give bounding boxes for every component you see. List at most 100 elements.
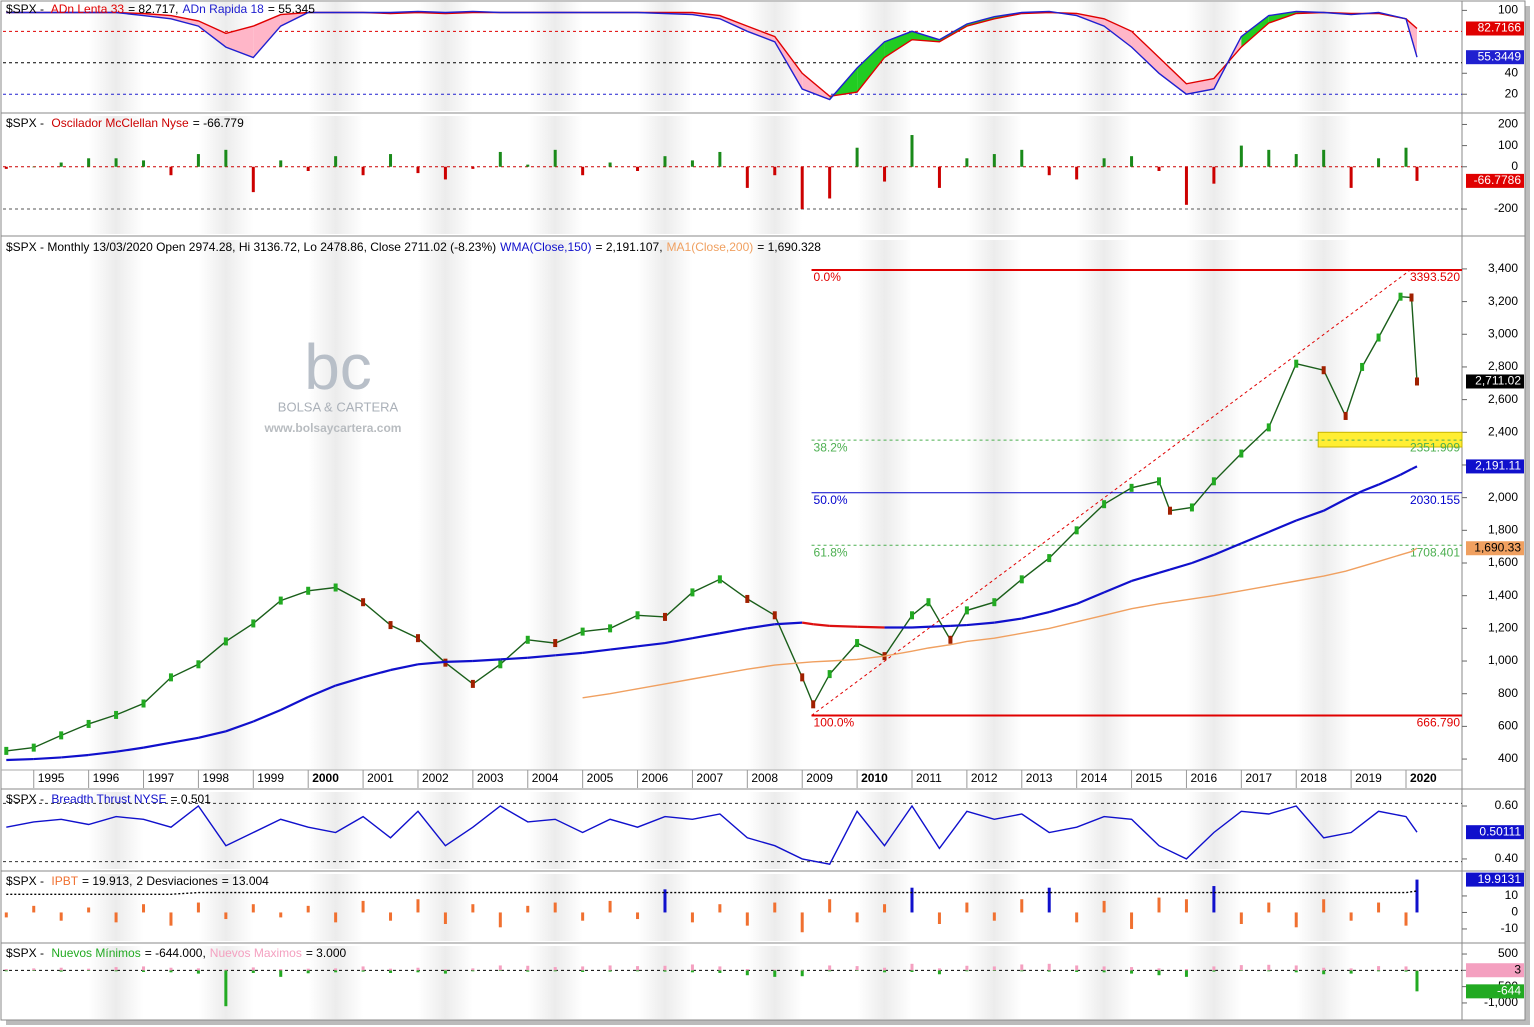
year-band <box>1296 2 1352 111</box>
close-marker <box>690 588 695 597</box>
bar <box>1102 966 1106 971</box>
watermark-name: BOLSA & CARTERA <box>278 399 399 414</box>
fib-percent: 61.8% <box>814 545 848 559</box>
legend-value: = 13.004 <box>222 874 269 888</box>
year-band <box>1186 946 1242 1019</box>
bar <box>114 912 118 923</box>
y-tick-label: 100 <box>1498 3 1518 17</box>
bar <box>224 149 228 167</box>
y-tick-label: 1,800 <box>1488 522 1518 536</box>
bar <box>855 970 859 971</box>
bar <box>1404 966 1408 971</box>
close-marker <box>415 634 420 643</box>
series-line <box>582 547 1418 699</box>
year-band <box>637 116 693 234</box>
series-segment <box>774 621 803 626</box>
bar <box>32 970 36 971</box>
bar <box>690 970 694 973</box>
year-band <box>88 116 144 234</box>
year-band <box>637 792 693 869</box>
y-tick-label: 600 <box>1498 719 1518 733</box>
bar <box>883 904 887 913</box>
bar <box>1102 970 1106 973</box>
year-band <box>308 240 364 770</box>
bar <box>306 905 310 913</box>
year-band <box>417 874 473 941</box>
series-segment <box>335 676 364 687</box>
bar <box>142 966 146 971</box>
last-value-tag <box>1466 825 1524 840</box>
bar <box>910 970 914 972</box>
bar <box>1130 156 1134 167</box>
bar <box>745 166 749 188</box>
year-band <box>308 946 364 1019</box>
year-band <box>308 116 364 234</box>
bar <box>306 970 310 974</box>
bar <box>910 887 914 913</box>
bar <box>1212 886 1216 913</box>
close-marker <box>388 621 393 630</box>
series-segment <box>802 621 814 626</box>
x-tick-label: 2009 <box>806 771 833 785</box>
series-segment <box>1268 519 1297 533</box>
series-segment <box>1076 591 1105 605</box>
bar <box>1404 912 1408 926</box>
close-marker <box>1266 423 1271 432</box>
bar <box>745 912 749 926</box>
year-band <box>1296 946 1352 1019</box>
bar <box>965 902 969 913</box>
bar <box>114 970 118 972</box>
bar <box>1075 166 1079 180</box>
x-tick-label: 2014 <box>1081 771 1108 785</box>
y-tick-label: 3,400 <box>1488 261 1518 275</box>
bar <box>800 970 804 977</box>
bar <box>4 166 8 169</box>
y-tick-label: 3,200 <box>1488 294 1518 308</box>
fib-percent: 100.0% <box>814 716 855 730</box>
bar <box>1184 969 1188 971</box>
bar <box>910 135 914 167</box>
bar <box>553 902 557 913</box>
series-segment <box>1411 465 1418 471</box>
bar <box>416 967 420 971</box>
y-tick-label: 0.60 <box>1495 798 1519 812</box>
series-segment <box>1021 610 1050 620</box>
fill-between <box>857 41 885 93</box>
bar <box>1047 166 1051 176</box>
bar <box>1415 166 1419 181</box>
year-band <box>747 240 803 770</box>
bar <box>443 969 447 971</box>
fib-value: 1708.401 <box>1410 545 1460 559</box>
y-tick-label: -1,000 <box>1484 995 1518 1009</box>
bar <box>443 970 447 974</box>
bar <box>1267 964 1271 971</box>
legend-entry: Nuevos Maximos <box>210 946 302 960</box>
series-segment <box>555 651 583 657</box>
year-band <box>1296 116 1352 234</box>
bar <box>196 154 200 167</box>
legend-value: = -644.000, <box>145 946 206 960</box>
close-marker <box>635 611 640 620</box>
bar <box>471 904 475 913</box>
bar <box>1404 147 1408 167</box>
bar <box>526 965 530 971</box>
close-marker <box>662 612 667 621</box>
bar <box>1349 166 1353 188</box>
bar <box>1322 149 1326 167</box>
last-value-tag <box>1466 50 1524 65</box>
bar <box>306 166 310 171</box>
close-marker <box>745 594 750 603</box>
y-tick-label: 0 <box>1511 905 1518 919</box>
year-band <box>857 946 912 1019</box>
bar <box>1075 965 1079 971</box>
bar <box>306 968 310 971</box>
legend-entry: ADn Rapida 18 <box>182 2 264 16</box>
year-band <box>308 874 364 941</box>
year-band <box>527 2 583 111</box>
bar <box>1130 912 1134 929</box>
bar <box>142 904 146 913</box>
series-segment <box>950 623 967 627</box>
x-tick-label: 2017 <box>1245 771 1272 785</box>
panel: 400 600 800 1,000 1,200 1,400 1,600 1,800 2,000 2… <box>4 240 1524 765</box>
